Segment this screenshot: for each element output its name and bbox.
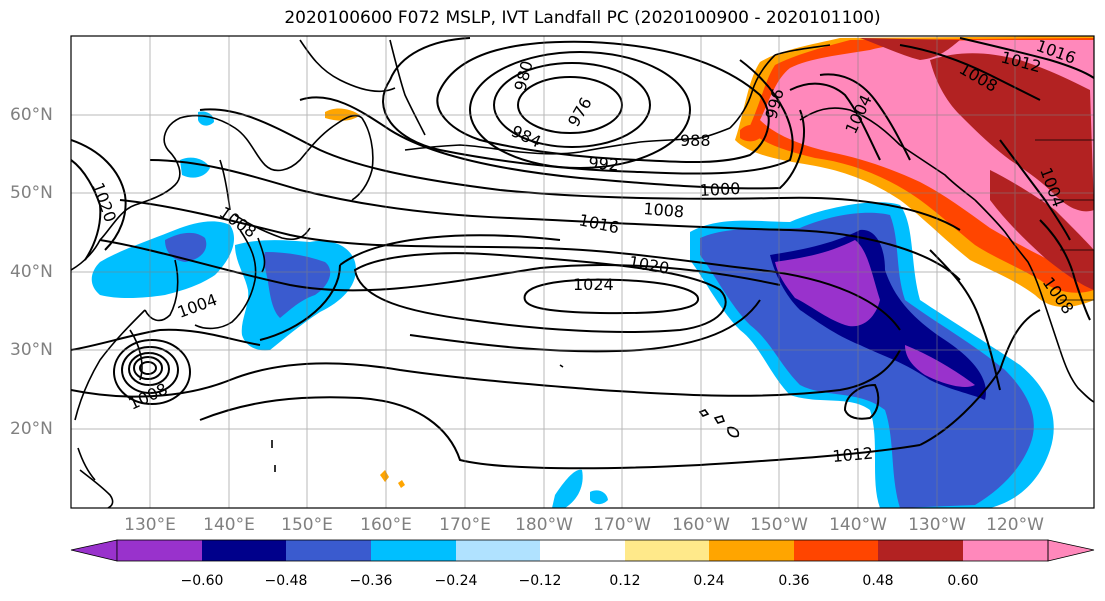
colorbar-tick-label: 0.36 [778,573,810,589]
colorbar-tick-label: −0.36 [349,573,393,589]
colorbar [70,539,1095,562]
colorbar-segment [286,540,371,561]
colorbar-tick-label: 0.12 [609,573,641,589]
lat-label: 20°N [10,419,53,439]
lon-label: 170°W [593,515,651,535]
colorbar-tick-label: 0.60 [947,573,979,589]
lon-label: 140°E [203,515,255,535]
colorbar-segment [625,540,709,561]
colorbar-tick-label: −0.12 [518,573,562,589]
colorbar-tick-label: −0.48 [264,573,308,589]
mslp-contours [71,37,1094,470]
lat-label: 50°N [10,183,53,203]
colorbar-tick-label: 0.48 [862,573,894,589]
gridlines [71,36,1094,508]
colorbar-tick-label: −0.60 [180,573,224,589]
lat-label: 30°N [10,340,53,360]
lon-label: 180°W [515,515,573,535]
lon-label: 120°W [986,515,1044,535]
contour-label: 992 [588,153,620,175]
contour-label: 988 [680,131,711,150]
lon-label: 130°W [908,515,966,535]
lon-label: 130°E [124,515,176,535]
colorbar-extend-high [1047,539,1095,562]
colorbar-segment [117,540,202,561]
lon-label: 140°W [829,515,887,535]
lon-label: 150°E [281,515,333,535]
lon-label: 150°W [750,515,808,535]
colorbar-segment [202,540,286,561]
colorbar-segment [540,540,625,561]
lat-label: 40°N [10,262,53,282]
colorbar-tick-label: 0.24 [693,573,725,589]
coastlines [71,39,1094,508]
colorbar-frame [116,539,1049,562]
colorbar-segment [709,540,794,561]
ivt-shading-positive [325,36,1094,488]
contour-label: 1024 [573,275,614,294]
lon-label: 160°E [360,515,412,535]
contour-label: 1012 [832,444,874,466]
colorbar-segment [878,540,963,561]
colorbar-extend-low [70,539,118,562]
lat-label: 60°N [10,105,53,125]
colorbar-tick-label: −0.24 [434,573,478,589]
colorbar-segment [794,540,878,561]
colorbar-segment [371,540,456,561]
colorbar-segment [963,540,1048,561]
colorbar-segment [456,540,540,561]
contour-label: 1000 [699,179,741,200]
lon-label: 170°E [439,515,491,535]
lon-label: 160°W [672,515,730,535]
ivt-shading-negative [91,111,1054,508]
map-frame [70,35,1095,509]
contour-label: 1008 [643,199,685,221]
plot-title: 2020100600 F072 MSLP, IVT Landfall PC (2… [284,8,881,28]
